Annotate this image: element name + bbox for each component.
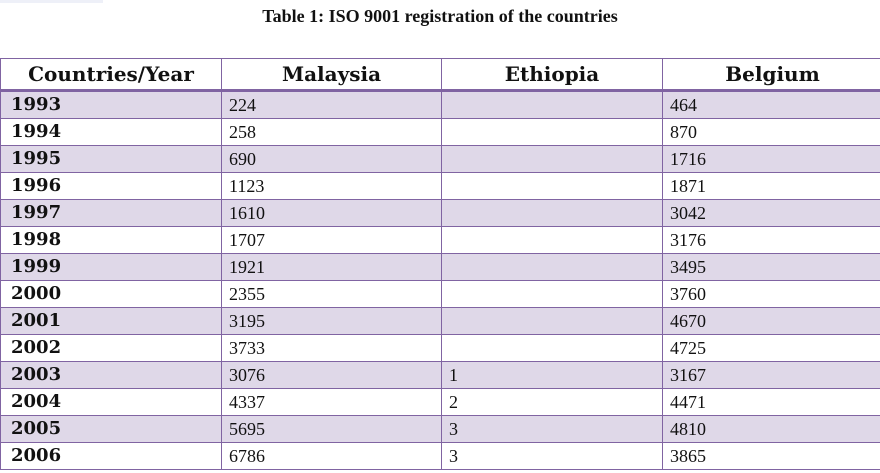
- belgium-cell: 4725: [662, 334, 880, 362]
- header-countries-year: Countries/Year: [0, 58, 222, 92]
- belgium-cell: 464: [662, 90, 880, 119]
- table-row: 1995 690 1716: [0, 145, 880, 173]
- table-caption: Table 1: ISO 9001 registration of the co…: [262, 6, 618, 26]
- year-cell: 1994: [0, 118, 222, 146]
- ethiopia-cell: [441, 118, 663, 146]
- malaysia-cell: 258: [221, 118, 442, 146]
- iso-registration-table: Countries/Year Malaysia Ethiopia Belgium…: [0, 58, 880, 470]
- ethiopia-cell: [441, 307, 663, 335]
- belgium-cell: 3495: [662, 253, 880, 281]
- table-row: 2003 3076 1 3167: [0, 361, 880, 389]
- ethiopia-cell: [441, 90, 663, 119]
- ethiopia-cell: [441, 145, 663, 173]
- year-cell: 1993: [0, 90, 222, 119]
- table-row: 1994 258 870: [0, 118, 880, 146]
- belgium-cell: 870: [662, 118, 880, 146]
- ethiopia-cell: 1: [441, 361, 663, 389]
- table-row: 2004 4337 2 4471: [0, 388, 880, 416]
- malaysia-cell: 3195: [221, 307, 442, 335]
- malaysia-cell: 1921: [221, 253, 442, 281]
- logo-strip: [0, 0, 103, 3]
- table-header: Countries/Year Malaysia Ethiopia Belgium: [0, 58, 880, 92]
- malaysia-cell: 224: [221, 90, 442, 119]
- belgium-cell: 4810: [662, 415, 880, 443]
- header-ethiopia: Ethiopia: [441, 58, 663, 92]
- malaysia-cell: 1123: [221, 172, 442, 200]
- table-row: 1999 1921 3495: [0, 253, 880, 281]
- belgium-cell: 3042: [662, 199, 880, 227]
- belgium-cell: 3760: [662, 280, 880, 308]
- malaysia-cell: 1610: [221, 199, 442, 227]
- malaysia-cell: 5695: [221, 415, 442, 443]
- table-row: 1997 1610 3042: [0, 199, 880, 227]
- year-cell: 1997: [0, 199, 222, 227]
- malaysia-cell: 3733: [221, 334, 442, 362]
- malaysia-cell: 690: [221, 145, 442, 173]
- ethiopia-cell: [441, 199, 663, 227]
- ethiopia-cell: [441, 253, 663, 281]
- ethiopia-cell: 3: [441, 415, 663, 443]
- table-row: 1996 1123 1871: [0, 172, 880, 200]
- header-belgium: Belgium: [662, 58, 880, 92]
- table-row: 2000 2355 3760: [0, 280, 880, 308]
- belgium-cell: 3865: [662, 442, 880, 470]
- ethiopia-cell: 3: [441, 442, 663, 470]
- year-cell: 1995: [0, 145, 222, 173]
- year-cell: 2003: [0, 361, 222, 389]
- malaysia-cell: 1707: [221, 226, 442, 254]
- table-row: 2005 5695 3 4810: [0, 415, 880, 443]
- belgium-cell: 1871: [662, 172, 880, 200]
- ethiopia-cell: [441, 226, 663, 254]
- ethiopia-cell: [441, 172, 663, 200]
- table-row: 2006 6786 3 3865: [0, 442, 880, 470]
- header-malaysia: Malaysia: [221, 58, 442, 92]
- year-cell: 2005: [0, 415, 222, 443]
- year-cell: 1996: [0, 172, 222, 200]
- year-cell: 2001: [0, 307, 222, 335]
- ethiopia-cell: [441, 280, 663, 308]
- malaysia-cell: 6786: [221, 442, 442, 470]
- year-cell: 1999: [0, 253, 222, 281]
- table-row: 1993 224 464: [0, 90, 880, 119]
- year-cell: 2002: [0, 334, 222, 362]
- belgium-cell: 3176: [662, 226, 880, 254]
- year-cell: 2004: [0, 388, 222, 416]
- belgium-cell: 1716: [662, 145, 880, 173]
- malaysia-cell: 4337: [221, 388, 442, 416]
- malaysia-cell: 2355: [221, 280, 442, 308]
- header-row: Countries/Year Malaysia Ethiopia Belgium: [0, 58, 880, 92]
- year-cell: 2000: [0, 280, 222, 308]
- table-row: 2002 3733 4725: [0, 334, 880, 362]
- ethiopia-cell: [441, 334, 663, 362]
- ethiopia-cell: 2: [441, 388, 663, 416]
- table-row: 1998 1707 3176: [0, 226, 880, 254]
- belgium-cell: 4670: [662, 307, 880, 335]
- table-row: 2001 3195 4670: [0, 307, 880, 335]
- year-cell: 1998: [0, 226, 222, 254]
- table-body: 1993 224 464 1994 258 870 1995 690 1716 1996 1123 1…: [0, 90, 880, 470]
- belgium-cell: 3167: [662, 361, 880, 389]
- belgium-cell: 4471: [662, 388, 880, 416]
- year-cell: 2006: [0, 442, 222, 470]
- malaysia-cell: 3076: [221, 361, 442, 389]
